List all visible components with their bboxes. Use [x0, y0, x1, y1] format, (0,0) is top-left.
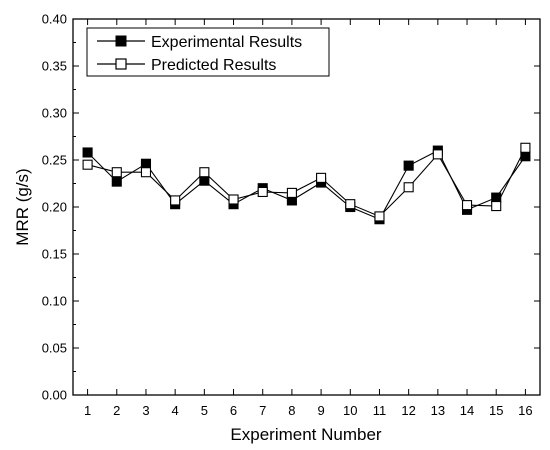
data-point-predicted: [82, 159, 93, 170]
x-tick-label: 12: [401, 403, 415, 418]
x-tick-label: 2: [113, 403, 120, 418]
legend-box: [86, 27, 330, 77]
data-point-predicted: [345, 199, 356, 210]
data-point-experimental: [491, 192, 502, 203]
data-point-predicted: [199, 167, 210, 178]
y-tick-label: 0.10: [42, 294, 67, 309]
y-tick-label: 0.20: [42, 200, 67, 215]
x-tick-label: 15: [489, 403, 503, 418]
data-point-experimental: [199, 175, 210, 186]
legend-marker-experimental: [115, 35, 127, 47]
data-point-predicted: [374, 211, 385, 222]
data-point-predicted: [111, 167, 122, 178]
y-tick-label: 0.30: [42, 106, 67, 121]
data-point-predicted: [520, 142, 531, 153]
y-tick-label: 0.40: [42, 12, 67, 27]
y-tick-label: 0.00: [42, 388, 67, 403]
y-tick-label: 0.25: [42, 153, 67, 168]
x-tick-label: 6: [230, 403, 237, 418]
data-point-experimental: [140, 158, 152, 169]
series-line-predicted: [87, 147, 526, 218]
legend-label-experimental: Experimental Results: [151, 34, 302, 51]
x-tick-label: 11: [373, 403, 387, 418]
x-tick-label: 10: [343, 403, 357, 418]
data-point-predicted: [286, 187, 297, 198]
data-point-predicted: [170, 195, 181, 206]
legend: Experimental Results Predicted Results: [86, 27, 330, 77]
x-tick-label: 8: [288, 403, 295, 418]
data-point-predicted: [432, 149, 443, 160]
data-point-experimental: [82, 147, 93, 158]
data-point-predicted: [228, 194, 239, 205]
x-tick-label: 16: [518, 403, 532, 418]
data-point-predicted: [140, 167, 152, 178]
legend-label-predicted: Predicted Results: [151, 57, 276, 74]
y-tick-label: 0.05: [42, 341, 67, 356]
x-tick-label: 4: [172, 403, 179, 418]
data-point-predicted: [316, 172, 327, 183]
legend-marker-predicted: [115, 58, 127, 70]
data-point-predicted: [461, 200, 473, 211]
y-tick-label: 0.35: [42, 59, 67, 74]
data-point-predicted: [403, 182, 414, 193]
x-tick-label: 1: [84, 403, 91, 418]
data-point-predicted: [257, 186, 268, 198]
data-point-experimental: [403, 160, 414, 171]
data-point-experimental: [111, 176, 122, 187]
y-tick-label: 0.15: [42, 247, 67, 262]
x-tick-label: 13: [431, 403, 445, 418]
x-tick-label: 5: [201, 403, 208, 418]
x-tick-label: 7: [259, 403, 266, 418]
data-point-experimental: [520, 151, 531, 162]
x-tick-label: 9: [317, 403, 324, 418]
x-tick-label: 3: [142, 403, 149, 418]
data-point-predicted: [491, 201, 502, 212]
y-axis-title: MRR (g/s): [13, 168, 32, 245]
x-tick-label: 14: [460, 403, 474, 418]
x-axis-title: Experiment Number: [230, 425, 382, 444]
